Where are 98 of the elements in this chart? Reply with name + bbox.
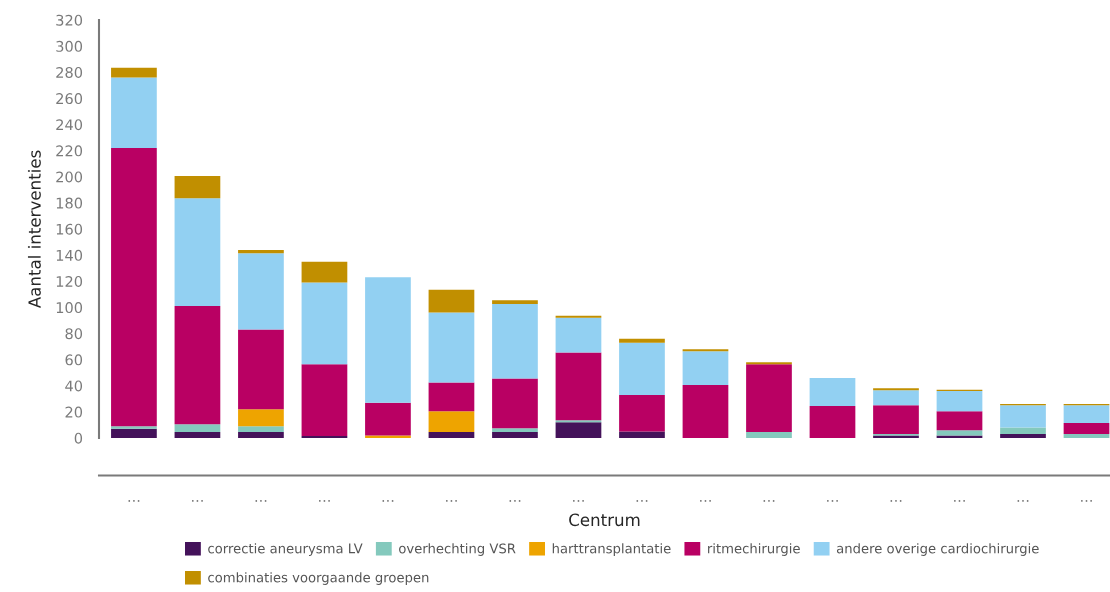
bar	[238, 432, 284, 438]
bar	[111, 428, 157, 438]
bar	[174, 424, 221, 433]
bar	[174, 176, 221, 199]
bar	[365, 435, 411, 438]
bar	[873, 405, 919, 435]
bar	[936, 411, 983, 431]
bar	[492, 428, 538, 433]
bar	[301, 282, 348, 365]
x-tick-label: ...	[827, 500, 838, 502]
bar	[619, 394, 665, 432]
bar	[1063, 434, 1110, 438]
y-tick-label: 80	[65, 328, 83, 340]
y-tick-label: 300	[56, 40, 83, 52]
x-tick-label: ...	[700, 500, 711, 502]
bar	[428, 382, 475, 412]
bar	[111, 77, 157, 149]
bar	[301, 261, 348, 283]
bar	[936, 435, 983, 438]
y-tick-label: 0	[74, 432, 83, 444]
y-tick-label: 240	[56, 119, 83, 131]
bar	[555, 317, 602, 353]
bar	[682, 385, 729, 438]
x-tick-label: ...	[954, 500, 965, 502]
bar	[619, 342, 665, 395]
x-tick-label: ...	[890, 500, 902, 502]
x-tick-label: ...	[763, 500, 775, 502]
bar	[174, 306, 221, 425]
x-tick-label: ...	[319, 500, 330, 502]
bar	[174, 432, 221, 438]
legend-label: overhechting VSR	[399, 543, 516, 556]
legend-label: ritmechirurgie	[708, 543, 800, 556]
x-tick-label: ...	[382, 500, 394, 502]
bar	[238, 329, 284, 410]
bar	[492, 378, 538, 429]
bar	[428, 289, 475, 313]
bar	[1000, 434, 1046, 438]
y-tick-label: 260	[56, 93, 83, 105]
x-tick-label: ...	[128, 500, 140, 502]
bar	[873, 390, 919, 406]
y-tick-label: 200	[56, 171, 83, 183]
bar	[1000, 427, 1046, 435]
bar	[428, 312, 475, 383]
bar	[428, 411, 475, 433]
bar	[1063, 405, 1110, 423]
bar	[682, 351, 729, 386]
bar	[174, 198, 221, 307]
x-tick-label: ...	[1017, 500, 1029, 502]
bar	[619, 338, 665, 343]
legend-label: andere overige cardiochirurgie	[836, 543, 1039, 556]
bar	[809, 377, 856, 406]
bar	[301, 364, 348, 437]
x-tick-label: ...	[1081, 500, 1092, 502]
bar	[492, 432, 538, 438]
x-tick-label: ...	[446, 500, 457, 502]
bar	[555, 422, 602, 438]
bar	[619, 431, 665, 438]
bar	[936, 430, 983, 436]
bar	[365, 402, 411, 436]
bar	[428, 432, 475, 438]
bar	[492, 300, 538, 305]
y-tick-label: 280	[56, 66, 83, 78]
bar	[111, 148, 157, 427]
y-tick-label: 160	[56, 223, 83, 235]
x-tick-label: ...	[192, 500, 203, 502]
bar	[555, 352, 602, 421]
bar	[746, 364, 792, 433]
legend-label: harttransplantatie	[552, 543, 671, 556]
x-tick-label: ...	[573, 500, 584, 502]
x-tick-label: ...	[255, 500, 267, 502]
y-axis-title: Aantal interventies	[27, 150, 41, 309]
bar	[492, 304, 538, 379]
bar	[111, 67, 157, 78]
x-axis-title: Centrum	[569, 513, 640, 527]
bar	[1000, 405, 1046, 428]
y-tick-label: 320	[56, 14, 83, 26]
legend-label: combinaties voorgaande groepen	[208, 572, 429, 585]
bar	[746, 432, 792, 438]
bar	[238, 426, 284, 433]
y-tick-label: 20	[65, 406, 83, 418]
bar	[111, 426, 157, 429]
y-tick-label: 100	[56, 302, 83, 314]
x-tick-label: ...	[636, 500, 648, 502]
bar	[238, 253, 284, 330]
y-tick-label: 180	[56, 197, 83, 209]
x-tick-label: ...	[509, 500, 521, 502]
bar	[365, 277, 411, 403]
y-tick-label: 60	[65, 354, 83, 366]
bar	[809, 406, 856, 438]
y-tick-label: 220	[56, 145, 83, 157]
bar	[1063, 422, 1110, 435]
y-tick-label: 120	[56, 275, 83, 287]
y-tick-label: 140	[56, 249, 83, 261]
legend-label: correctie aneurysma LV	[208, 543, 363, 556]
bar	[238, 249, 284, 254]
bar	[238, 409, 284, 427]
y-tick-label: 40	[65, 380, 83, 392]
bar	[936, 390, 983, 412]
